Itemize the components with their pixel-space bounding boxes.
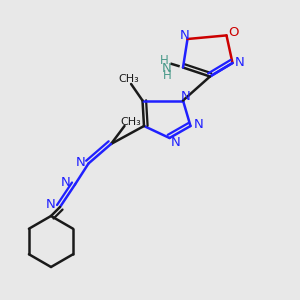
Text: N: N [194,118,204,131]
Text: N: N [61,176,71,190]
Text: N: N [180,29,190,42]
Text: N: N [162,62,171,76]
Text: H: H [160,53,169,67]
Text: N: N [181,90,190,104]
Text: N: N [46,198,56,211]
Text: O: O [228,26,238,40]
Text: CH₃: CH₃ [118,74,139,84]
Text: N: N [171,136,180,149]
Text: N: N [76,155,86,169]
Text: CH₃: CH₃ [120,117,141,128]
Text: N: N [235,56,245,70]
Text: H: H [163,69,172,82]
